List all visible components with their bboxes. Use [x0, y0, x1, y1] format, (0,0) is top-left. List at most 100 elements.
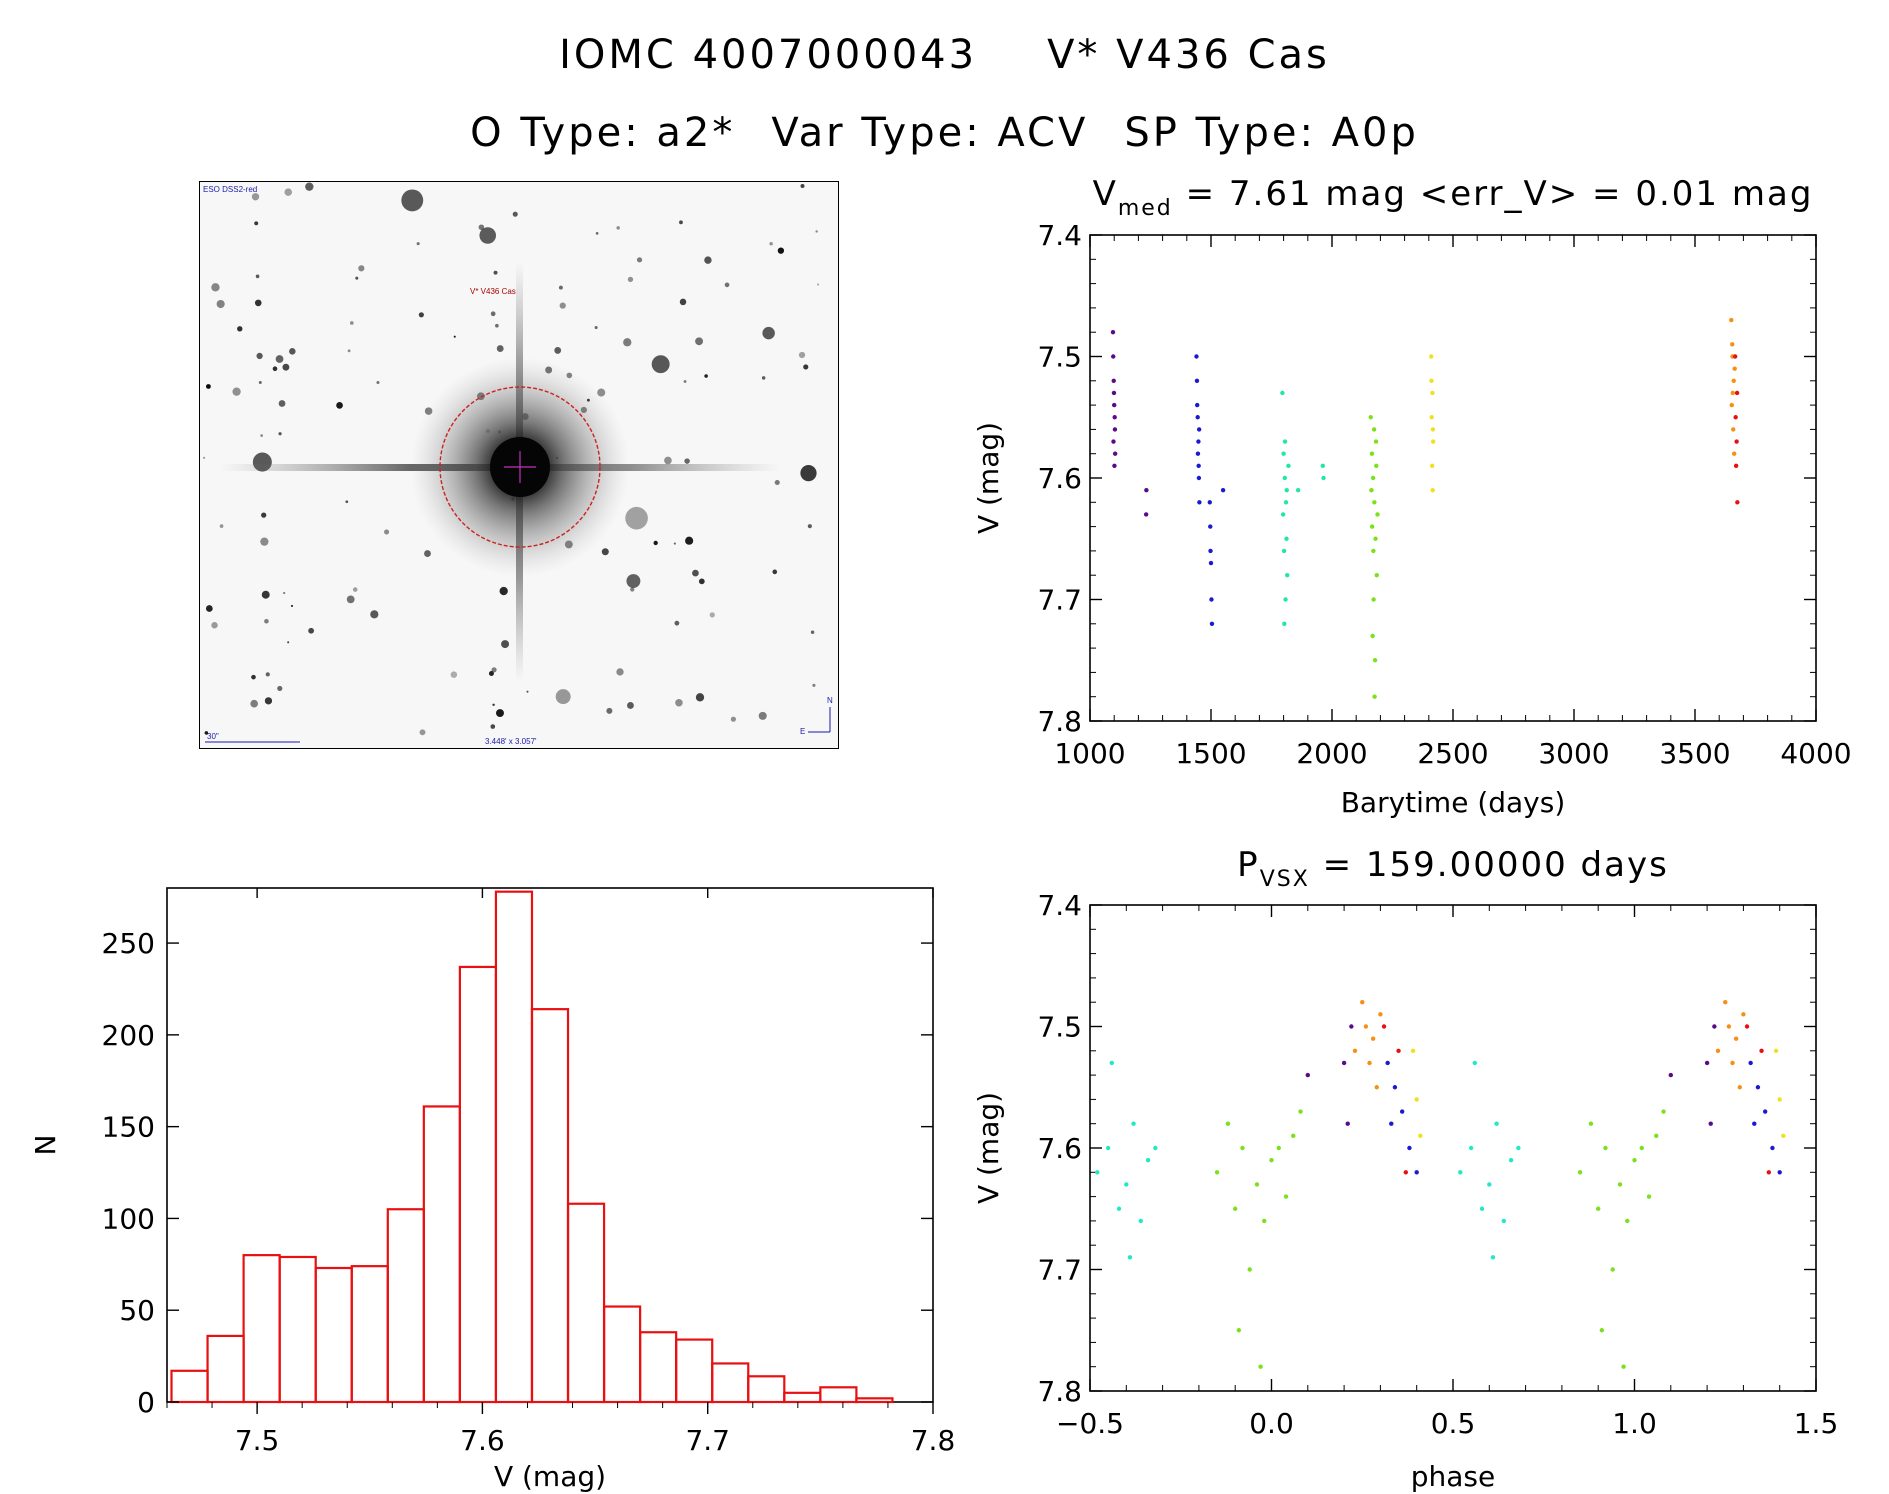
field-star — [807, 524, 812, 529]
field-star — [594, 325, 598, 330]
field-star — [816, 283, 820, 286]
field-star — [675, 698, 683, 707]
data-point — [1392, 1085, 1398, 1090]
field-star — [616, 226, 620, 230]
field-star — [251, 674, 256, 680]
data-point — [1381, 1024, 1387, 1029]
data-point — [1236, 1328, 1242, 1333]
data-point — [1280, 390, 1285, 396]
data-point — [1209, 621, 1215, 626]
data-point — [1124, 1182, 1129, 1187]
data-point — [1430, 439, 1436, 444]
data-point — [1095, 1170, 1100, 1175]
field-star — [496, 345, 504, 352]
data-point — [1111, 378, 1116, 383]
field-star — [453, 335, 456, 338]
data-point — [1373, 536, 1378, 541]
data-point — [1111, 439, 1116, 444]
field-star — [692, 569, 699, 577]
data-point — [1661, 1109, 1666, 1114]
field-star — [358, 265, 365, 272]
field-star — [772, 569, 778, 575]
data-point — [1632, 1157, 1637, 1163]
field-star — [679, 220, 683, 225]
data-point — [1105, 1145, 1111, 1151]
data-point — [1247, 1267, 1252, 1272]
x-tick-label: 0.0 — [1249, 1407, 1294, 1440]
field-star — [595, 232, 599, 235]
data-point — [1375, 512, 1380, 517]
histogram-bar — [530, 1008, 570, 1404]
field-star — [762, 326, 775, 340]
histogram-bar — [278, 1255, 317, 1404]
x-tick-label: 7.6 — [460, 1424, 505, 1457]
field-star — [651, 355, 670, 374]
field-star — [704, 256, 712, 264]
data-point — [1762, 1109, 1768, 1114]
y-tick-label: 0 — [137, 1386, 155, 1419]
y-tick-label: 200 — [102, 1019, 155, 1052]
histogram-bar — [494, 890, 534, 1404]
field-star — [698, 578, 705, 585]
data-point — [1732, 451, 1737, 456]
data-point — [1370, 475, 1376, 481]
data-point — [1371, 597, 1376, 602]
x-tick-label: 1000 — [1054, 737, 1125, 770]
x-axis-label: V (mag) — [494, 1460, 606, 1493]
data-point — [1621, 1364, 1626, 1369]
header-line-2: O Type: a2* Var Type: ACV SP Type: A0p — [0, 110, 1889, 156]
field-star — [416, 242, 420, 246]
y-tick-label: 7.6 — [1037, 1132, 1082, 1165]
x-tick-label: 3000 — [1538, 737, 1609, 770]
data-point — [1369, 451, 1375, 456]
data-point — [1374, 463, 1379, 469]
data-point — [1110, 330, 1116, 335]
data-point — [1430, 427, 1436, 432]
field-star — [554, 347, 562, 354]
field-star — [219, 524, 224, 528]
data-point — [1729, 317, 1734, 323]
data-point — [1208, 560, 1214, 566]
field-star — [260, 537, 269, 546]
data-point — [1734, 390, 1740, 396]
field-star — [803, 364, 809, 370]
data-point — [1111, 390, 1117, 396]
x-tick-label: 1.0 — [1612, 1407, 1657, 1440]
variable-type: Var Type: ACV — [771, 110, 1089, 156]
histogram-bar — [566, 1202, 606, 1404]
data-point — [1704, 1060, 1710, 1066]
field-star — [636, 257, 643, 263]
x-tick-label: 7.7 — [685, 1424, 730, 1457]
field-star — [478, 224, 485, 231]
data-point — [1369, 524, 1375, 529]
field-star — [254, 299, 262, 307]
x-tick-label: 0.5 — [1431, 1407, 1476, 1440]
data-point — [1458, 1170, 1463, 1175]
field-star — [287, 641, 290, 644]
field-star — [264, 618, 269, 624]
histogram-bar — [711, 1362, 750, 1404]
data-point — [1726, 1024, 1732, 1029]
ph-frame — [1089, 904, 1817, 1392]
data-point — [1258, 1364, 1263, 1369]
plot-title: Vmed = 7.61 mag <err_V> = 0.01 mag — [1093, 174, 1814, 221]
field-star — [625, 506, 648, 530]
data-point — [1430, 487, 1435, 493]
x-tick-label: 2500 — [1417, 737, 1488, 770]
data-point — [1208, 548, 1213, 554]
field-star — [495, 323, 499, 328]
field-star — [761, 376, 766, 380]
data-point — [1283, 500, 1289, 505]
data-point — [1352, 1048, 1358, 1054]
data-point — [1741, 1012, 1746, 1017]
iomc-id: IOMC 4007000043 — [559, 32, 978, 78]
data-point — [1145, 1157, 1151, 1163]
field-star — [758, 711, 767, 720]
data-point — [1733, 415, 1738, 420]
histogram-bar — [242, 1254, 281, 1404]
data-point — [1770, 1145, 1775, 1151]
histogram-bar — [314, 1266, 353, 1404]
field-star — [630, 587, 635, 592]
data-point — [1490, 1255, 1496, 1260]
data-point — [1225, 1121, 1231, 1126]
